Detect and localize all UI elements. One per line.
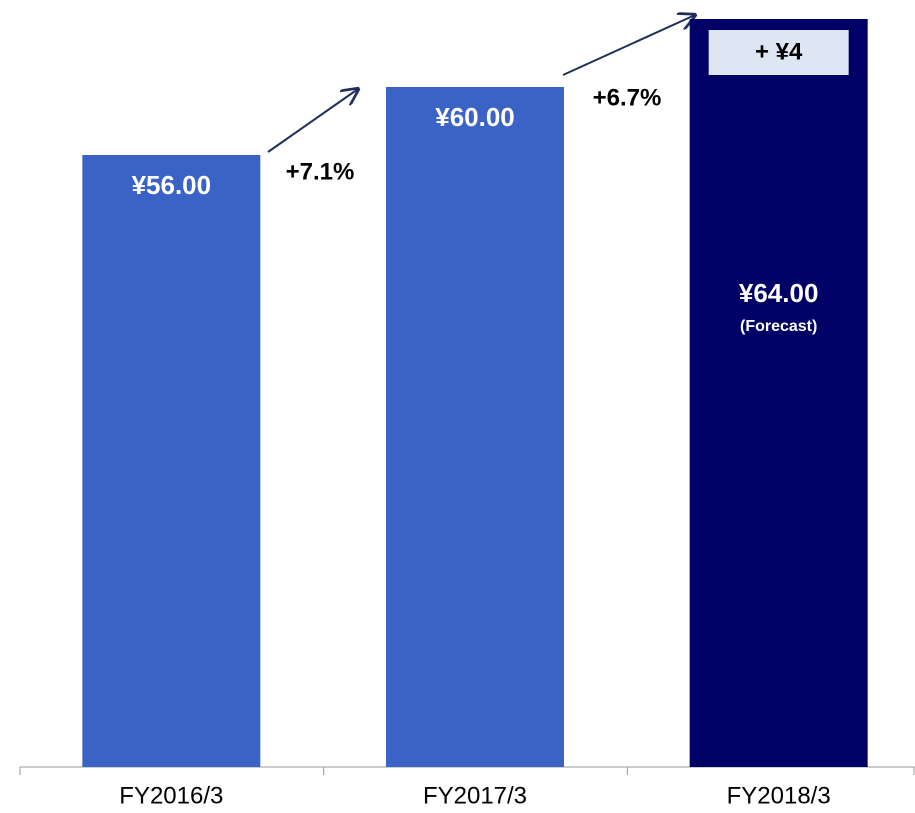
increase-label: + ¥4 xyxy=(755,38,803,65)
bar xyxy=(689,19,868,767)
forecast-note: (Forecast) xyxy=(740,318,817,335)
x-tick-label: FY2017/3 xyxy=(423,782,527,809)
bar xyxy=(82,155,261,767)
value-label: ¥64.00 xyxy=(739,278,819,308)
increase-box xyxy=(708,30,849,75)
x-tick-label: FY2016/3 xyxy=(119,782,223,809)
bar xyxy=(386,87,564,767)
growth-label: +6.7% xyxy=(593,84,662,111)
value-label: ¥60.00 xyxy=(435,102,515,132)
value-label: ¥56.00 xyxy=(132,170,212,200)
growth-arrow xyxy=(562,15,695,76)
growth-arrow xyxy=(267,89,358,153)
x-tick-label: FY2018/3 xyxy=(727,782,831,809)
growth-label: +7.1% xyxy=(286,158,355,185)
